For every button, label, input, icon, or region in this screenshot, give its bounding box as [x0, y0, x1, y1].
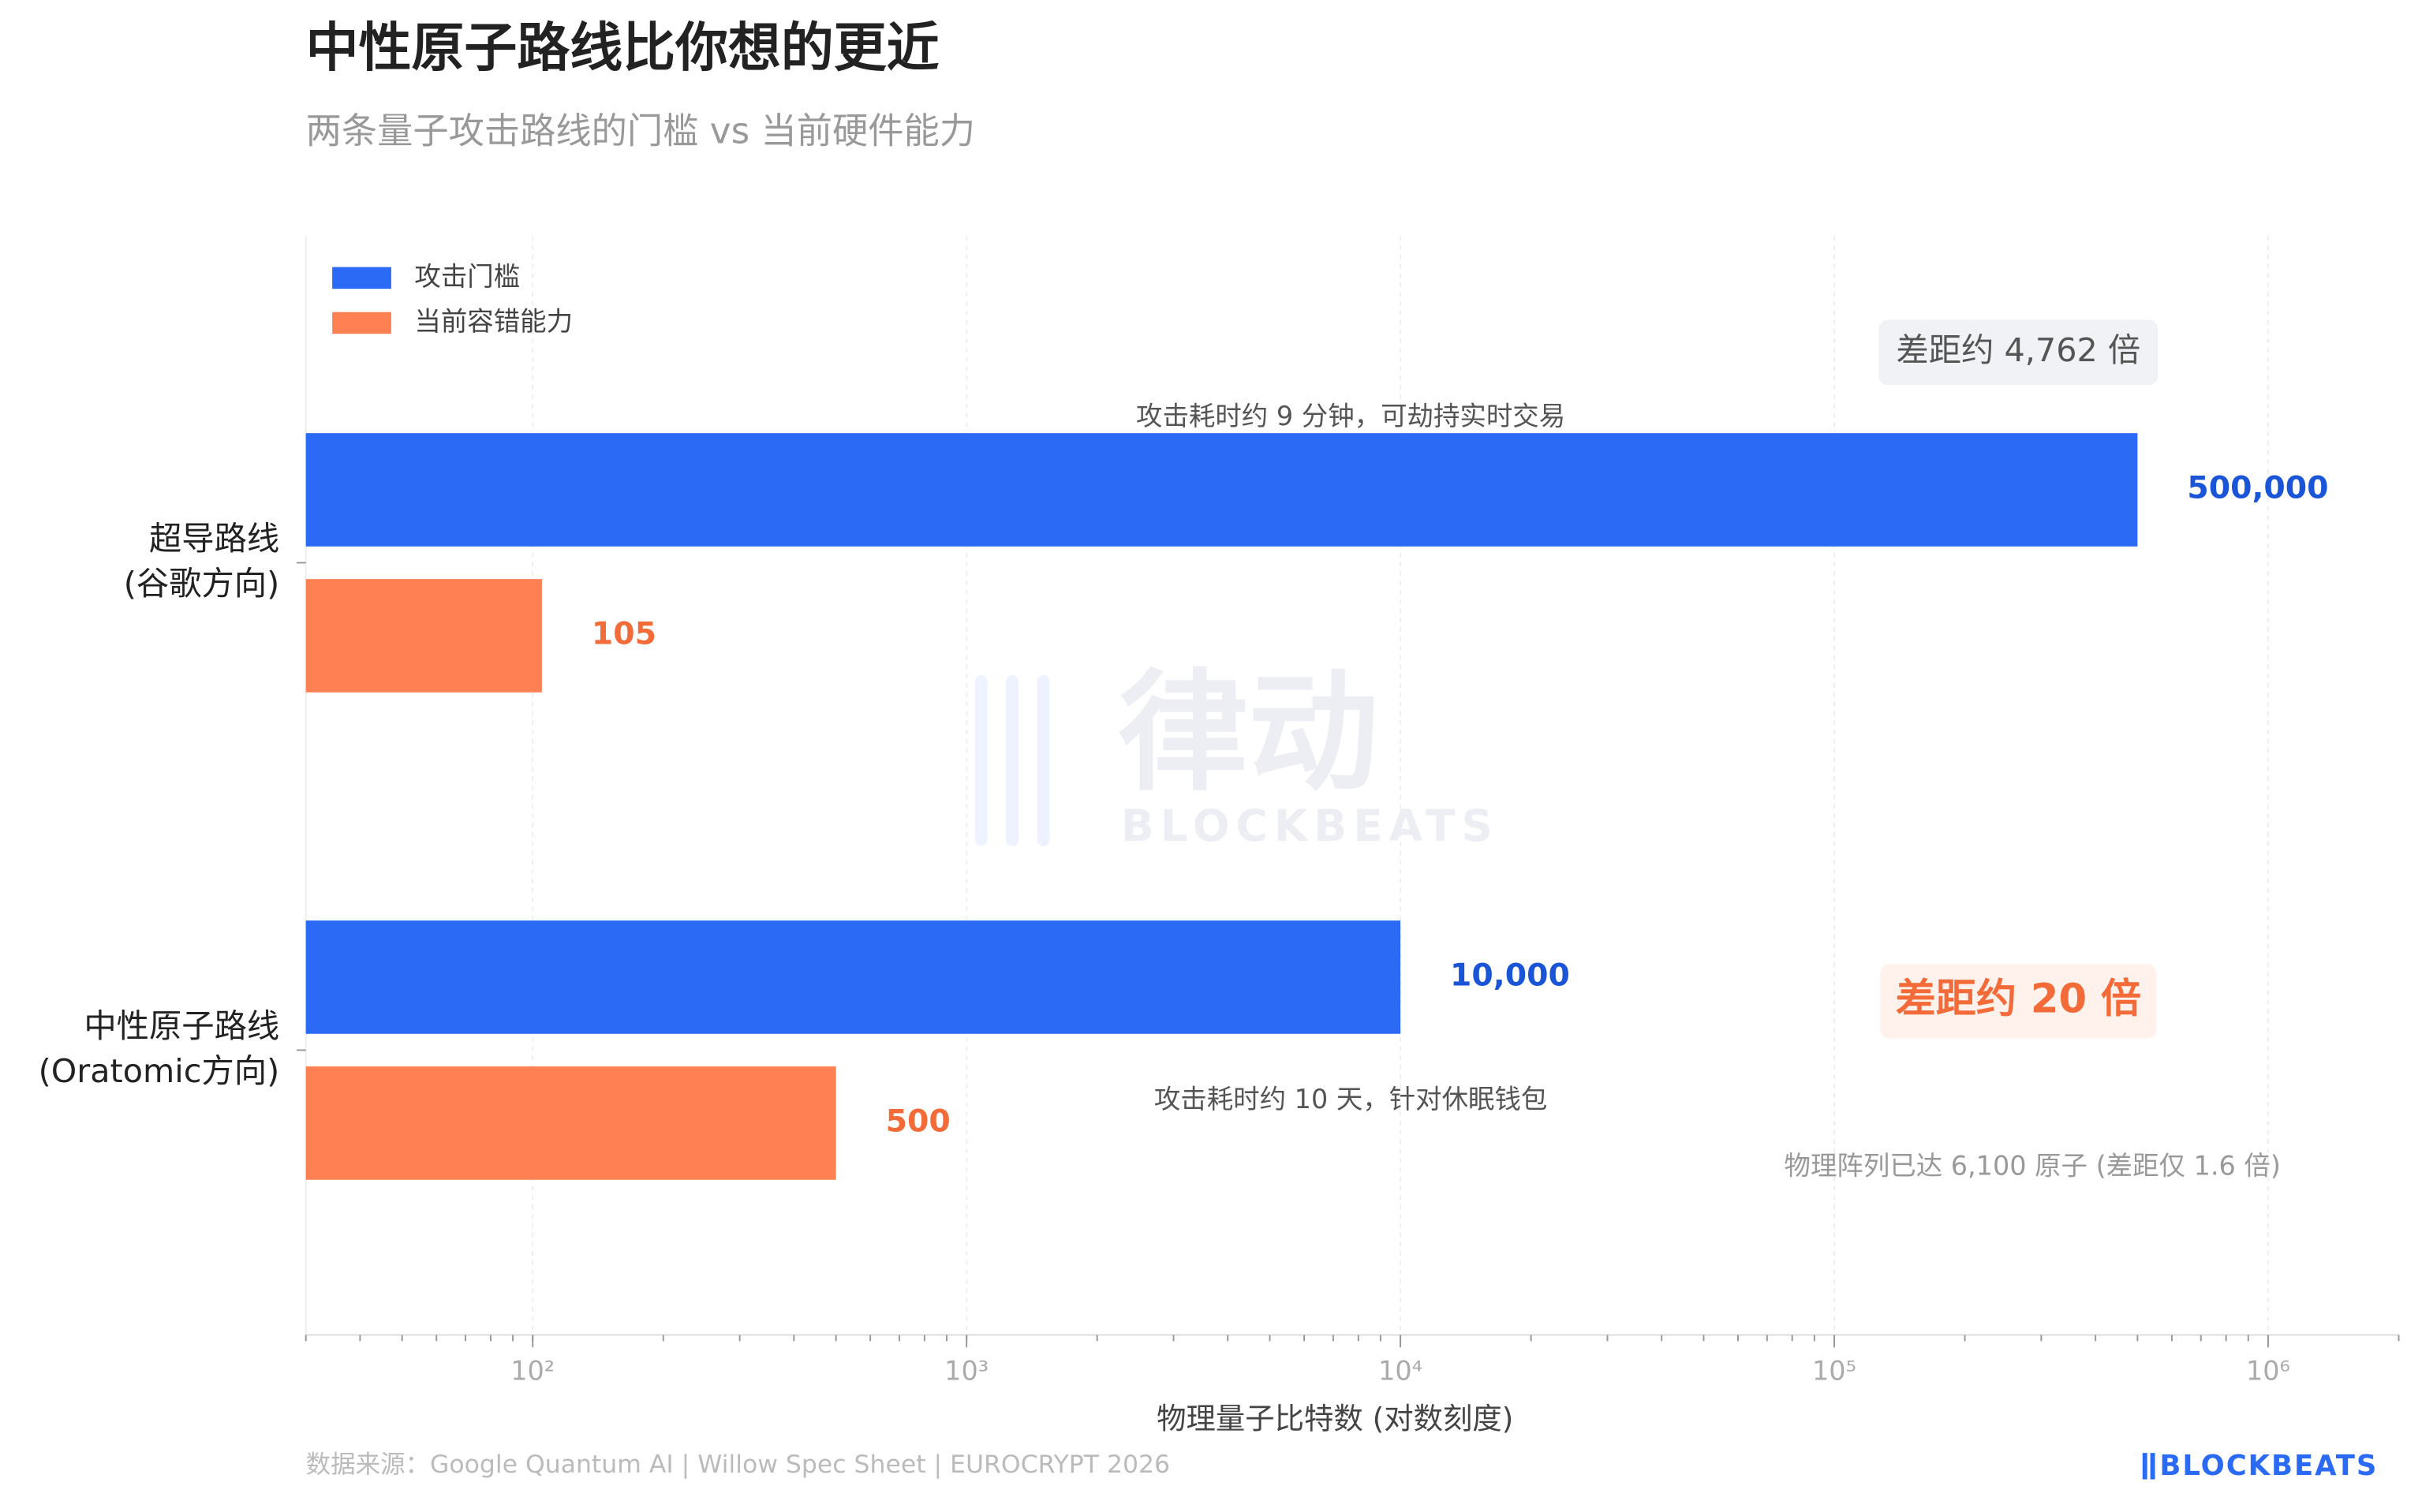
legend-swatch [332, 267, 391, 289]
y-tick-label: 中性原子路线 [84, 1007, 279, 1045]
annotation: 物理阵列已达 6,100 原子 (差距仅 1.6 倍) [1785, 1151, 2281, 1182]
value-label: 105 [592, 615, 656, 651]
bar [305, 1066, 836, 1180]
source: 数据来源：Google Quantum AI | Willow Spec She… [306, 1450, 1170, 1479]
annotation-box [1878, 319, 2158, 386]
watermark-text: 律动 [1118, 657, 1379, 808]
chart-subtitle: 两条量子攻击路线的门槛 vs 当前硬件能力 [306, 110, 975, 151]
value-label: 500 [886, 1103, 951, 1139]
legend-swatch [332, 312, 391, 334]
x-tick-label: 10³ [944, 1355, 989, 1386]
legend-label: 当前容错能力 [414, 306, 573, 337]
x-axis-label: 物理量子比特数 (对数刻度) [1157, 1401, 1513, 1435]
brand-mark [2150, 1453, 2155, 1480]
watermark-text: BLOCKBEATS [1121, 801, 1499, 851]
bar [305, 579, 542, 693]
x-tick-label: 10⁶ [2246, 1355, 2290, 1386]
annotation-box [1880, 964, 2157, 1039]
y-tick-label: 超导路线 [149, 520, 279, 558]
annotation: 攻击耗时约 10 天，针对休眠钱包 [1154, 1084, 1548, 1114]
watermark-mark [974, 675, 988, 846]
brand-text: BLOCKBEATS [2159, 1450, 2378, 1482]
value-label: 500,000 [2187, 469, 2328, 506]
watermark-mark [1006, 675, 1019, 846]
legend-label: 攻击门槛 [414, 261, 520, 292]
x-tick-label: 10² [510, 1355, 555, 1386]
watermark-mark [1037, 675, 1050, 846]
annotation: 攻击耗时约 9 分钟，可劫持实时交易 [1136, 401, 1565, 431]
annotation: 差距约 20 倍 [1896, 976, 2141, 1022]
x-tick-label: 10⁵ [1812, 1355, 1856, 1386]
y-tick-label: (Oratomic方向) [39, 1052, 280, 1090]
chart-title: 中性原子路线比你想的更近 [306, 17, 940, 79]
annotation: 差距约 4,762 倍 [1896, 331, 2140, 369]
bar [305, 920, 1401, 1034]
bar [305, 433, 2138, 547]
brand: BLOCKBEATS [2142, 1450, 2378, 1482]
y-tick-label: (谷歌方向) [124, 565, 280, 603]
x-tick-label: 10⁴ [1378, 1355, 1422, 1386]
value-label: 10,000 [1450, 957, 1570, 993]
brand-mark [2142, 1453, 2147, 1480]
watermark: 律动 BLOCKBEATS [974, 657, 1499, 851]
